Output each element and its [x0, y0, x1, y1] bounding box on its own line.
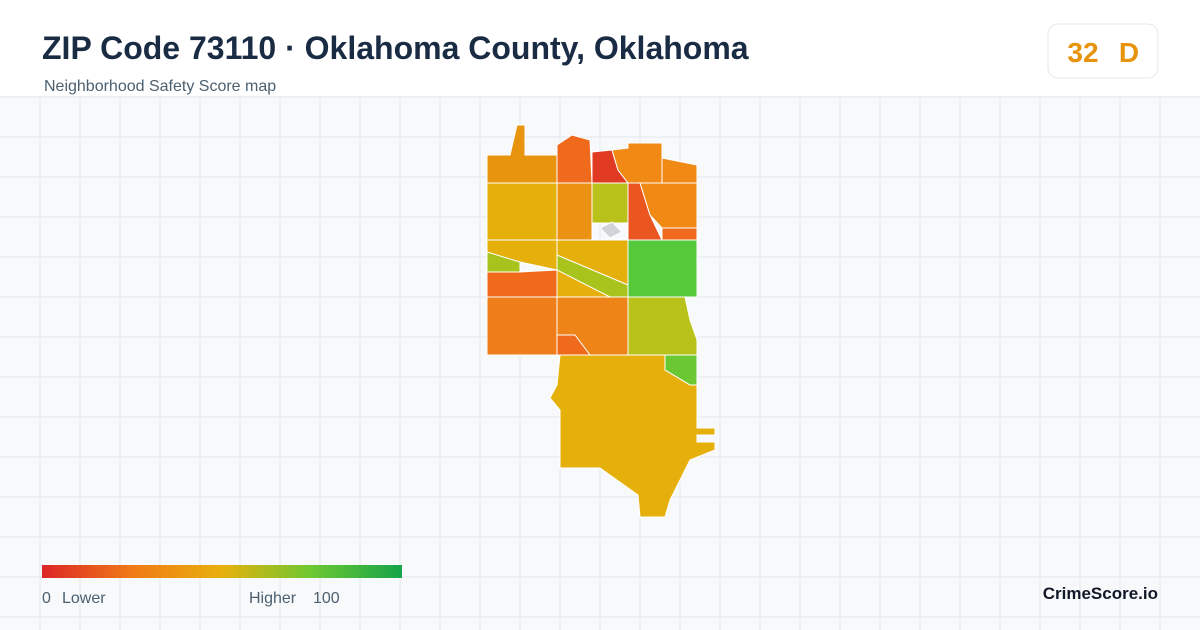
legend-min: 0 [42, 590, 51, 607]
legend-max-label: Higher [249, 590, 297, 607]
region [556, 182, 593, 241]
legend-max: 100 [313, 590, 340, 607]
score-grade: D [1119, 37, 1139, 68]
region [627, 182, 663, 241]
title: ZIP Code 73110 · Oklahoma County, Oklaho… [42, 30, 749, 66]
region [486, 182, 558, 241]
region [591, 182, 629, 224]
region [556, 134, 593, 184]
region [627, 296, 698, 356]
region [661, 227, 698, 241]
region [549, 354, 716, 518]
zip-regions [486, 124, 716, 518]
subtitle: Neighborhood Safety Score map [44, 78, 276, 95]
region [486, 269, 558, 298]
region [599, 221, 623, 239]
region [627, 239, 698, 298]
score-badge [1047, 23, 1159, 79]
legend-bar [42, 565, 402, 578]
grid [0, 96, 1200, 630]
region [486, 239, 558, 271]
legend-min-label: Lower [62, 590, 106, 607]
score-value: 32 [1067, 37, 1098, 68]
region [486, 296, 558, 356]
brand: CrimeScore.io [1043, 584, 1158, 603]
header-band [0, 0, 1200, 96]
